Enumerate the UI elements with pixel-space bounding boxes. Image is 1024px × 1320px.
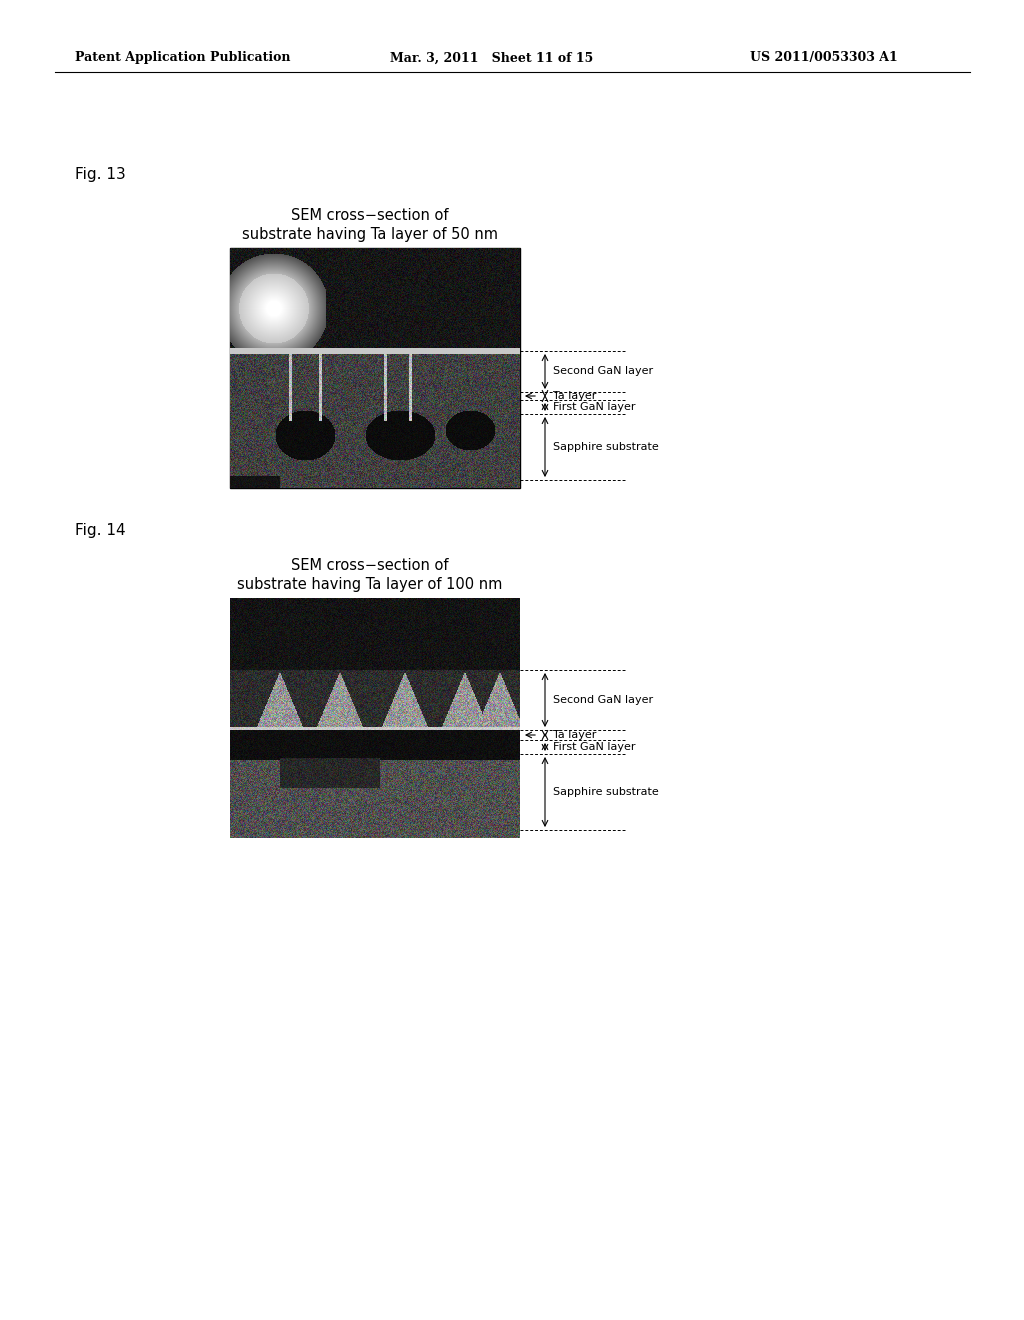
Text: Patent Application Publication: Patent Application Publication (75, 51, 291, 65)
Text: 1μm: 1μm (402, 810, 420, 820)
Text: First GaN layer: First GaN layer (553, 403, 636, 412)
Text: Mar. 3, 2011   Sheet 11 of 15: Mar. 3, 2011 Sheet 11 of 15 (390, 51, 593, 65)
Text: SEM cross−section of: SEM cross−section of (291, 557, 449, 573)
Text: Ta layer: Ta layer (553, 730, 596, 741)
Text: substrate having Ta layer of 100 nm: substrate having Ta layer of 100 nm (238, 578, 503, 593)
Text: Fig. 14: Fig. 14 (75, 523, 126, 537)
Text: Fig. 13: Fig. 13 (75, 168, 126, 182)
Text: Sapphire substrate: Sapphire substrate (553, 787, 658, 797)
Text: SEM  15KU   ×5,800  39mm: SEM 15KU ×5,800 39mm (234, 824, 346, 833)
Text: Second GaN layer: Second GaN layer (553, 367, 653, 376)
FancyBboxPatch shape (230, 248, 520, 488)
Text: substrate having Ta layer of 50 nm: substrate having Ta layer of 50 nm (242, 227, 498, 243)
Text: Void: Void (355, 440, 378, 450)
Text: 1μm: 1μm (402, 461, 420, 470)
Text: Sapphire substrate: Sapphire substrate (553, 442, 658, 451)
Text: Second GaN layer: Second GaN layer (553, 696, 653, 705)
Text: Void: Void (335, 780, 357, 791)
Text: First GaN layer: First GaN layer (553, 742, 636, 752)
Text: SEM  15KU   ×5,800  35mm: SEM 15KU ×5,800 35mm (234, 474, 346, 483)
Text: US 2011/0053303 A1: US 2011/0053303 A1 (750, 51, 898, 65)
Text: Ta layer: Ta layer (553, 391, 596, 401)
Text: SEM cross−section of: SEM cross−section of (291, 207, 449, 223)
